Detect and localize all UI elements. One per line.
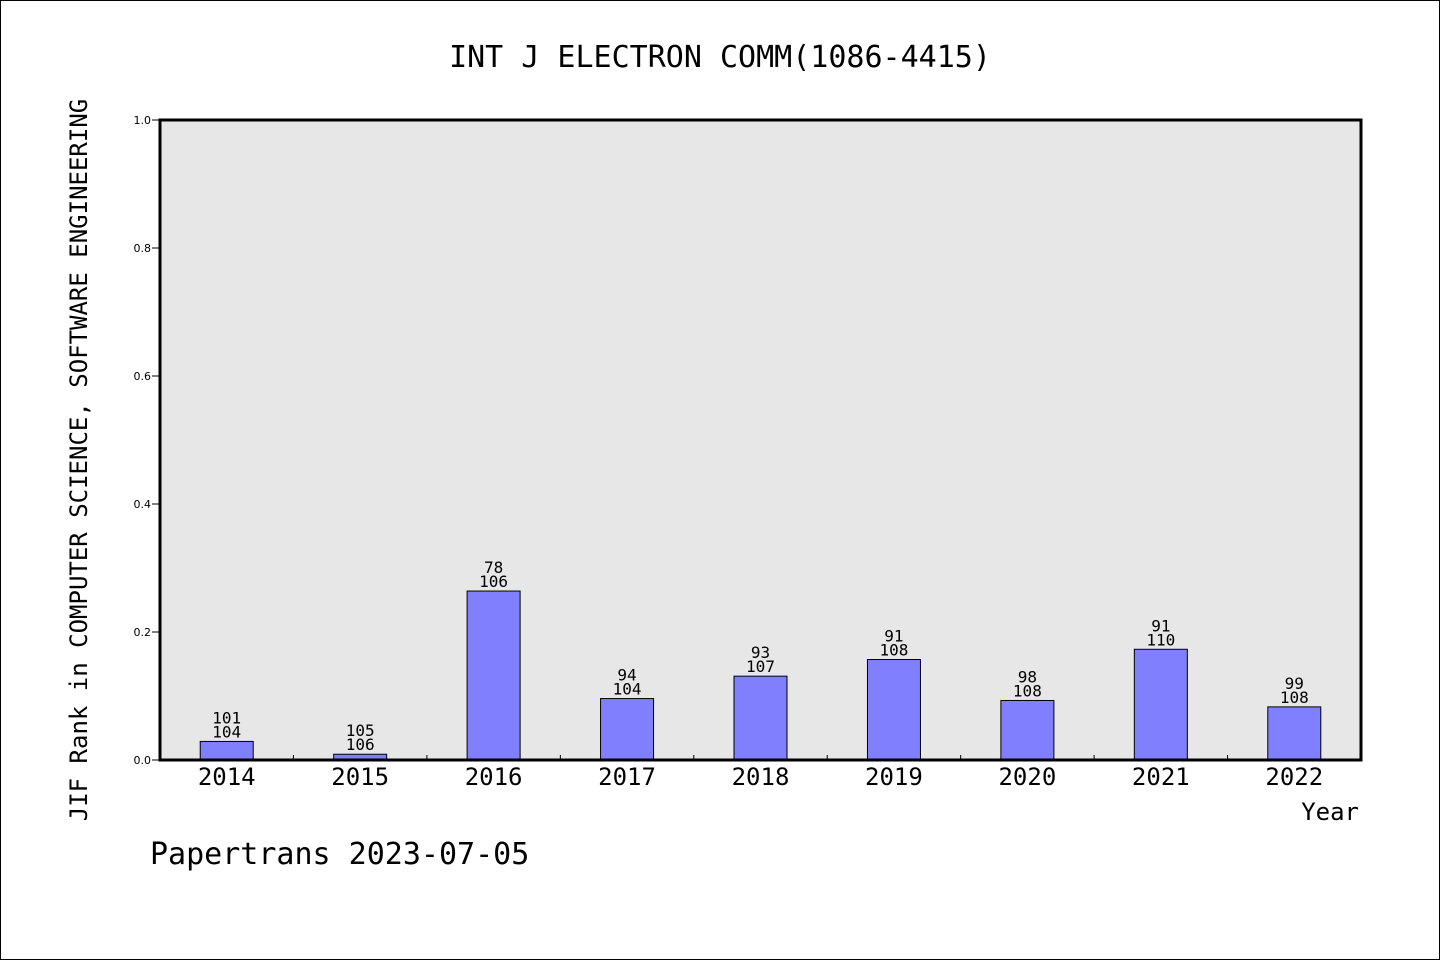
total-label: 108 <box>879 641 908 660</box>
rank-label: 91 <box>1151 616 1170 635</box>
rank-label: 101 <box>212 708 241 727</box>
rank-label: 91 <box>884 627 903 646</box>
rank-label: 94 <box>617 666 636 685</box>
y-tick-label: 0.8 <box>134 242 152 255</box>
total-label: 108 <box>1013 681 1042 700</box>
bar-2017 <box>600 698 655 761</box>
chart-title: INT J ELECTRON COMM(1086-4415) <box>449 40 991 75</box>
rank-label: 98 <box>1018 667 1037 686</box>
rank-label: 93 <box>751 643 770 662</box>
bar-2018 <box>733 675 788 761</box>
x-tick-label: 2015 <box>331 763 389 791</box>
bar-2019 <box>866 659 921 761</box>
bar-2021 <box>1133 648 1188 761</box>
rank-label: 78 <box>484 558 503 577</box>
plot-border <box>158 118 1363 762</box>
x-tick-label: 2016 <box>465 763 523 791</box>
total-label: 107 <box>746 657 775 676</box>
total-label: 106 <box>479 572 508 591</box>
y-tick-label: 0.2 <box>134 626 152 639</box>
y-axis-label: JIF Rank in COMPUTER SCIENCE, SOFTWARE E… <box>65 99 93 821</box>
y-tick-label: 0.6 <box>134 370 152 383</box>
bars <box>199 590 1322 761</box>
footer-text: Papertrans 2023-07-05 <box>150 837 529 872</box>
rank-label: 105 <box>346 721 375 740</box>
x-tick-label: 2020 <box>998 763 1056 791</box>
x-axis-ticks: 2014 2015 2016 2017 2018 2019 2020 2021 2022 <box>198 763 1323 791</box>
x-axis-label: Year <box>1301 798 1359 826</box>
y-tick-label: 0.4 <box>134 498 152 511</box>
total-label: 104 <box>613 680 642 699</box>
total-label: 110 <box>1146 630 1175 649</box>
y-axis-ticks: 0.0 0.2 0.4 0.6 0.8 1.0 <box>134 114 160 767</box>
total-label: 106 <box>346 735 375 754</box>
x-tick-label: 2018 <box>732 763 790 791</box>
x-tick-label: 2017 <box>598 763 656 791</box>
total-label: 108 <box>1280 688 1309 707</box>
bar-2016 <box>466 590 521 761</box>
y-tick-label: 1.0 <box>134 114 152 127</box>
x-tick-label: 2014 <box>198 763 256 791</box>
y-tick-label: 0.0 <box>134 754 152 767</box>
rank-label: 99 <box>1285 674 1304 693</box>
bar-2020 <box>1000 699 1055 761</box>
x-tick-label: 2021 <box>1132 763 1190 791</box>
x-tick-label: 2022 <box>1265 763 1323 791</box>
bar-2022 <box>1267 706 1322 761</box>
bar-2014 <box>199 740 254 761</box>
x-tick-label: 2019 <box>865 763 923 791</box>
total-label: 104 <box>212 722 241 741</box>
